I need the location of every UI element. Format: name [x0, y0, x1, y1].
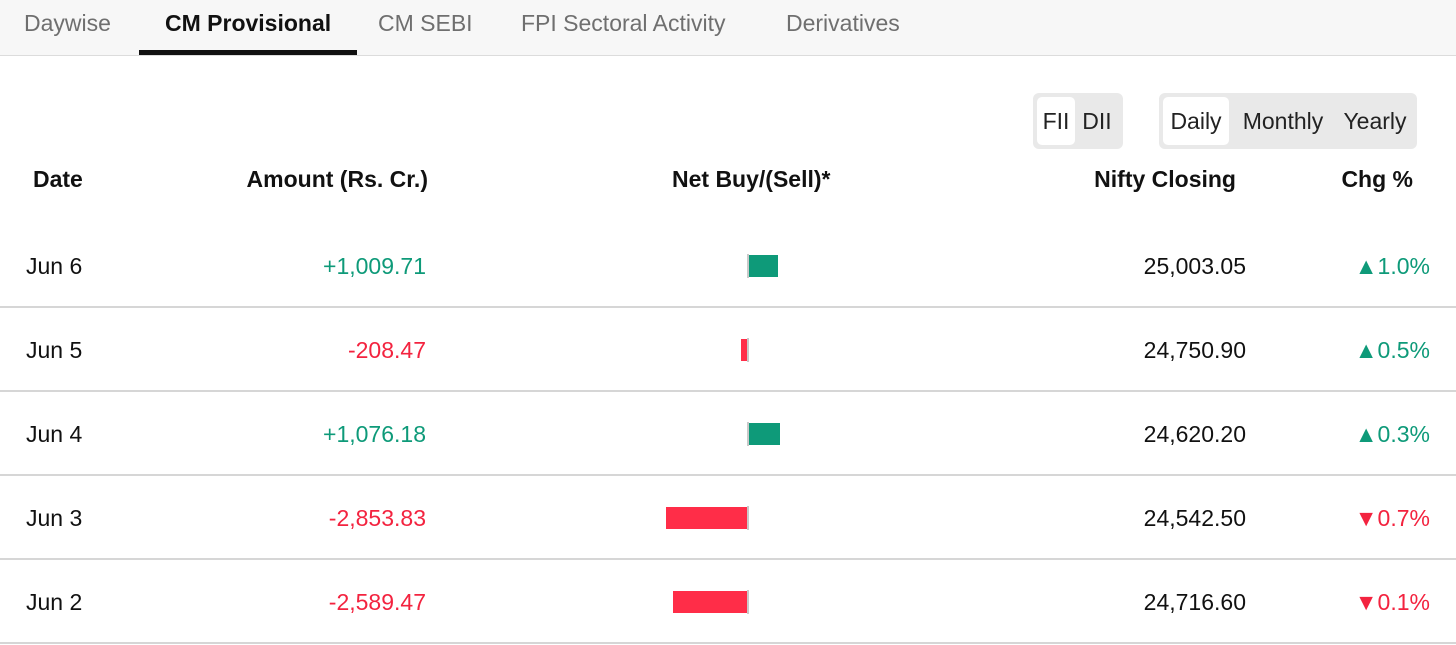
- tab-derivatives[interactable]: Derivatives: [786, 0, 900, 56]
- table-row: Jun 2 -2,589.47 24,716.60 ▼0.1%: [0, 560, 1456, 644]
- tab-label: Derivatives: [786, 10, 900, 36]
- date-cell: Jun 2: [26, 589, 83, 615]
- chg-percent-cell: ▼0.7%: [1354, 505, 1430, 531]
- monthly-button[interactable]: Monthly: [1242, 108, 1324, 134]
- nifty-closing-cell: 24,620.20: [1143, 421, 1246, 447]
- nifty-closing-cell: 24,542.50: [1143, 505, 1246, 531]
- chg-percent-cell: ▲1.0%: [1354, 253, 1430, 279]
- zero-axis-line: [747, 506, 749, 530]
- yearly-button[interactable]: Yearly: [1343, 108, 1407, 134]
- zero-axis-line: [747, 422, 749, 446]
- table-row: Jun 6 +1,009.71 25,003.05 ▲1.0%: [0, 224, 1456, 308]
- nifty-closing-cell: 24,750.90: [1143, 337, 1246, 363]
- tab-label: CM Provisional: [165, 10, 332, 36]
- investor-toggle: FII DII: [1033, 93, 1123, 149]
- zero-axis-line: [747, 590, 749, 614]
- net-buy-sell-bar: [665, 507, 747, 529]
- header-amount: Amount (Rs. Cr.): [246, 166, 428, 192]
- nifty-closing-cell: 25,003.05: [1143, 253, 1246, 279]
- header-chg-percent: Chg %: [1341, 166, 1413, 192]
- header-net-buy-sell: Net Buy/(Sell)*: [672, 166, 831, 192]
- net-buy-sell-bar: [749, 423, 780, 445]
- date-cell: Jun 5: [26, 337, 83, 363]
- tab-bar: Daywise CM Provisional CM SEBI FPI Secto…: [0, 0, 1456, 56]
- amount-cell: -208.47: [347, 337, 426, 363]
- table-row: Jun 4 +1,076.18 24,620.20 ▲0.3%: [0, 392, 1456, 476]
- amount-cell: +1,076.18: [323, 421, 426, 447]
- net-buy-sell-bar: [749, 255, 778, 277]
- table-row: Jun 3 -2,853.83 24,542.50 ▼0.7%: [0, 476, 1456, 560]
- chg-percent-cell: ▼0.1%: [1354, 589, 1430, 615]
- daily-button[interactable]: Daily: [1163, 97, 1229, 145]
- chg-percent-cell: ▲0.3%: [1354, 421, 1430, 447]
- zero-axis-line: [747, 254, 749, 278]
- date-cell: Jun 3: [26, 505, 83, 531]
- tab-daywise[interactable]: Daywise: [24, 0, 111, 56]
- tab-label: CM SEBI: [378, 10, 473, 36]
- tab-label: Daywise: [24, 10, 111, 36]
- net-buy-sell-bar: [673, 591, 747, 613]
- date-cell: Jun 6: [26, 253, 83, 279]
- chg-percent-cell: ▲0.5%: [1354, 337, 1430, 363]
- tab-cm-provisional[interactable]: CM Provisional: [139, 0, 358, 56]
- amount-cell: -2,853.83: [328, 505, 426, 531]
- header-nifty-closing: Nifty Closing: [1094, 166, 1236, 192]
- active-tab-indicator: [139, 50, 358, 55]
- nifty-closing-cell: 24,716.60: [1143, 589, 1246, 615]
- tab-fpi-sectoral-activity[interactable]: FPI Sectoral Activity: [521, 0, 726, 56]
- amount-cell: +1,009.71: [323, 253, 426, 279]
- fii-button[interactable]: FII: [1037, 97, 1075, 145]
- tab-cm-sebi[interactable]: CM SEBI: [378, 0, 473, 56]
- net-buy-sell-bar: [741, 339, 747, 361]
- amount-cell: -2,589.47: [328, 589, 426, 615]
- tab-label: FPI Sectoral Activity: [521, 10, 726, 36]
- zero-axis-line: [747, 338, 749, 362]
- date-cell: Jun 4: [26, 421, 83, 447]
- table-row: Jun 5 -208.47 24,750.90 ▲0.5%: [0, 308, 1456, 392]
- period-toggle: Daily Monthly Yearly: [1159, 93, 1417, 149]
- header-date: Date: [33, 166, 83, 192]
- dii-button[interactable]: DII: [1082, 108, 1112, 134]
